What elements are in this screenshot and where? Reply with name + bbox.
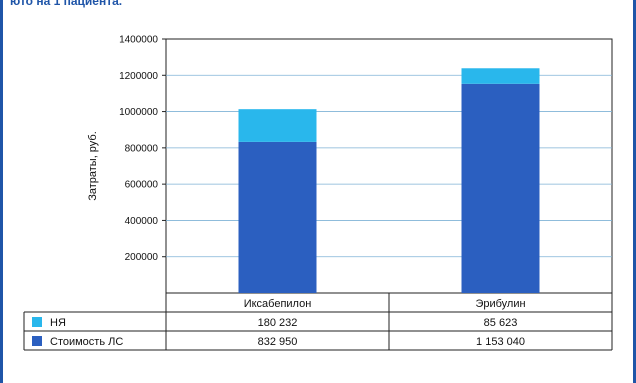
legend-label: Стоимость ЛС <box>50 336 123 348</box>
legend-swatch <box>32 317 42 327</box>
legend-label: НЯ <box>50 317 66 329</box>
legend-swatch <box>32 336 42 346</box>
bar-1-nya <box>238 109 317 142</box>
y-tick-label: 1200000 <box>119 71 158 82</box>
y-axis-label: Затраты, руб. <box>87 131 99 201</box>
data-table-value: 832 950 <box>258 336 298 348</box>
y-tick-label: 200000 <box>125 252 159 263</box>
plot-area <box>165 38 613 294</box>
y-tick-label: 800000 <box>125 143 159 154</box>
y-tick-label: 1000000 <box>119 107 158 118</box>
y-tick-label: 600000 <box>125 180 159 191</box>
x-category-label: Иксабепилон <box>244 298 312 310</box>
y-tick-label: 400000 <box>125 216 159 227</box>
x-category-label: Эрибулин <box>475 298 525 310</box>
data-table-value: 180 232 <box>258 317 298 329</box>
bar-1-drug-cost <box>238 141 317 293</box>
data-table-value: 85 623 <box>484 317 518 329</box>
bar-2-nya <box>461 68 540 84</box>
data-table-value: 1 153 040 <box>476 336 525 348</box>
y-tick-label: 1400000 <box>119 35 158 46</box>
bar-2-drug-cost <box>461 83 540 293</box>
figure-caption: юто на 1 пациента. <box>10 0 123 8</box>
